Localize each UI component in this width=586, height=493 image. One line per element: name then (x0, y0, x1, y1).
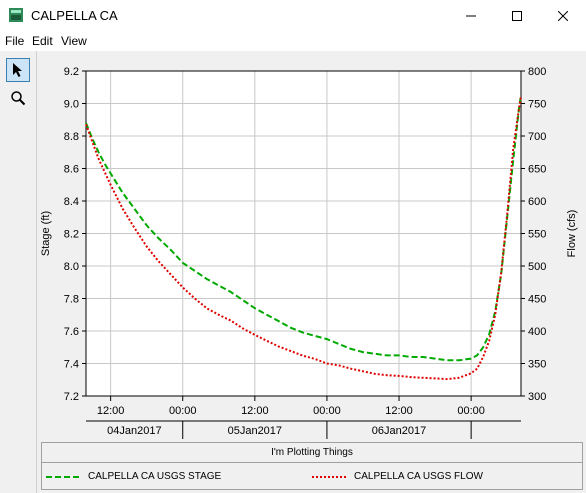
tool-panel (0, 51, 37, 493)
flow-series-line (85, 96, 522, 381)
y-right-tick-label: 750 (528, 99, 546, 111)
title-bar: CALPELLA CA (0, 0, 586, 32)
menu-view[interactable]: View (61, 34, 87, 48)
y-left-tick-label: 8.8 (64, 131, 79, 143)
legend-entry-flow[interactable]: CALPELLA CA USGS FLOW (312, 471, 483, 482)
minimize-icon (466, 15, 476, 17)
y-right-tick-label: 300 (528, 391, 546, 403)
y-right-tick-label: 450 (528, 294, 546, 306)
x-tick-label: 12:00 (97, 405, 125, 417)
line-chart[interactable]: 12:00 00:00 12:00 00:00 12:00 00:00 9.2 9.0 8.8 8… (37, 51, 586, 441)
date-label: 05Jan2017 (228, 425, 282, 437)
legend-title: I'm Plotting Things (271, 447, 353, 458)
app-icon (8, 7, 24, 23)
legend-label-stage: CALPELLA CA USGS STAGE (88, 471, 222, 482)
legend-divider (42, 462, 582, 463)
y-right-tick-label: 600 (528, 196, 546, 208)
x-tick-label: 00:00 (457, 405, 485, 417)
maximize-icon (512, 11, 522, 21)
date-label: 04Jan2017 (107, 425, 161, 437)
y-left-tick-label: 7.4 (64, 359, 79, 371)
y-right-tick-label: 700 (528, 131, 546, 143)
y-right-tick-label: 500 (528, 261, 546, 273)
x-tick-label: 12:00 (385, 405, 413, 417)
dotted-red-line-icon (312, 475, 346, 478)
y-right-tick-label: 550 (528, 229, 546, 241)
dashed-green-line-icon (46, 475, 80, 478)
arrow-pointer-icon (13, 63, 22, 77)
minimize-button[interactable] (448, 0, 494, 32)
y-left-tick-label: 8.6 (64, 164, 79, 176)
y-right-tick-label: 400 (528, 326, 546, 338)
y-left-tick-label: 9.0 (64, 99, 79, 111)
zoom-tool-button[interactable] (6, 86, 30, 110)
menu-bar: File Edit View (0, 32, 586, 51)
y-left-tick-label: 9.2 (64, 66, 79, 78)
stage-series-line (85, 95, 522, 362)
y-right-axis-label: Flow (cfs) (566, 210, 578, 258)
legend-label-flow: CALPELLA CA USGS FLOW (354, 471, 483, 482)
date-label: 06Jan2017 (372, 425, 426, 437)
menu-edit[interactable]: Edit (32, 34, 53, 48)
y-left-tick-label: 8.0 (64, 261, 79, 273)
y-left-tick-label: 8.4 (64, 196, 79, 208)
close-icon (558, 11, 568, 21)
x-tick-label: 12:00 (241, 405, 269, 417)
y-left-tick-label: 7.8 (64, 294, 79, 306)
chart-panel: 12:00 00:00 12:00 00:00 12:00 00:00 9.2 9.0 8.8 8… (37, 51, 586, 441)
pointer-tool-button[interactable] (6, 58, 30, 82)
y-left-tick-label: 7.2 (64, 391, 79, 403)
y-left-tick-label: 8.2 (64, 229, 79, 241)
y-right-tick-label: 350 (528, 359, 546, 371)
maximize-button[interactable] (494, 0, 540, 32)
y-right-tick-label: 800 (528, 66, 546, 78)
y-right-tick-label: 650 (528, 164, 546, 176)
x-tick-label: 00:00 (313, 405, 341, 417)
x-tick-label: 00:00 (169, 405, 197, 417)
close-button[interactable] (540, 0, 586, 32)
y-left-axis-label: Stage (ft) (40, 211, 52, 256)
menu-file[interactable]: File (5, 34, 25, 48)
magnifier-icon (11, 91, 26, 106)
plot-border (85, 70, 522, 397)
legend-entry-stage[interactable]: CALPELLA CA USGS STAGE (46, 471, 221, 482)
legend: I'm Plotting Things CALPELLA CA USGS STA… (41, 442, 583, 490)
window-title: CALPELLA CA (31, 8, 118, 23)
y-left-tick-label: 7.6 (64, 326, 79, 338)
